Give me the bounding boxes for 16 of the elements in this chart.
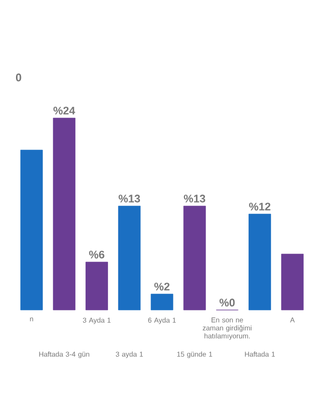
data-label: %13: [184, 194, 206, 202]
text: 0: [16, 74, 22, 82]
bar: [150, 294, 174, 310]
data-label: %2: [154, 282, 170, 290]
bar: [52, 118, 76, 310]
data-label: %24: [53, 106, 76, 114]
bar: [20, 150, 43, 310]
bar: [183, 206, 206, 310]
data-label: %6: [89, 250, 104, 258]
bar: [248, 214, 272, 310]
bar: [118, 206, 141, 310]
bar: [281, 254, 304, 310]
data-label: %13: [118, 194, 140, 202]
data-label: %0: [220, 298, 235, 306]
data-label: %12: [249, 202, 270, 210]
bar: [86, 262, 108, 310]
